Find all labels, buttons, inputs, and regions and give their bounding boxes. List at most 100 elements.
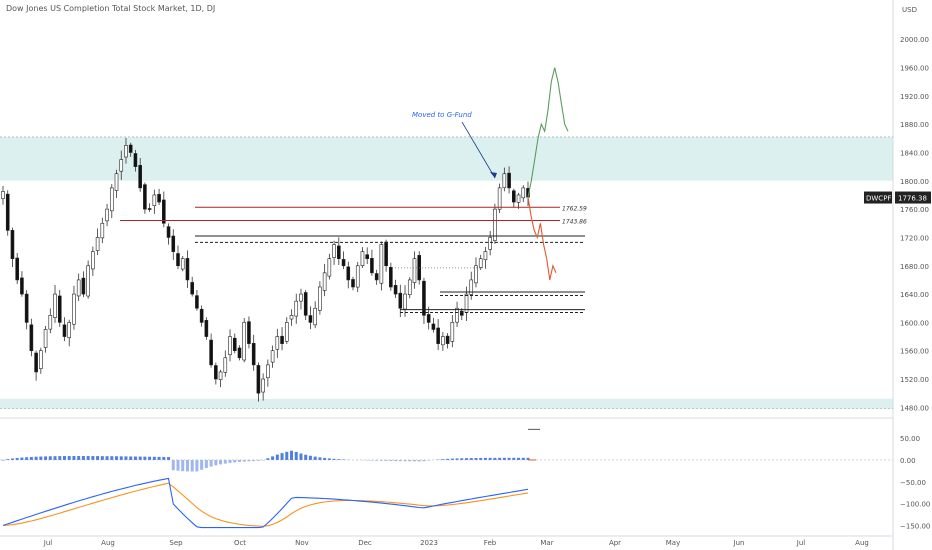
osc-histogram-bar: [204, 459, 208, 469]
osc-histogram-bar: [25, 457, 29, 460]
osc-histogram-bar: [379, 459, 383, 461]
candle-down: [143, 184, 147, 210]
candle-down: [34, 352, 38, 373]
candle-up: [289, 315, 294, 320]
candle-up: [228, 336, 232, 356]
candle-up: [48, 315, 53, 330]
osc-histogram-bar: [10, 458, 14, 460]
osc-histogram-bar: [162, 456, 166, 460]
candle-down: [341, 259, 346, 267]
candle-up: [322, 272, 327, 291]
candle-down: [195, 295, 199, 309]
candle-up: [91, 251, 95, 270]
osc-histogram-bar: [450, 458, 454, 460]
osc-histogram-bar: [294, 451, 298, 460]
chart-title: Dow Jones US Completion Total Stock Mark…: [6, 4, 216, 13]
candle-up: [502, 173, 507, 189]
osc-histogram-bar: [517, 457, 521, 460]
symbol-tag-bg: [864, 191, 892, 204]
candle-up: [1, 191, 5, 199]
osc-histogram-bar: [327, 458, 331, 460]
candle-up: [119, 159, 124, 172]
candle-down: [147, 208, 152, 210]
osc-histogram-bar: [247, 459, 251, 462]
candle-up: [242, 322, 247, 361]
price-tick-label: 1760.00: [900, 206, 929, 214]
candle-up: [360, 251, 365, 266]
osc-histogram-bar: [299, 453, 303, 460]
osc-histogram-bar: [337, 459, 341, 460]
osc-tick-label: −50.00: [900, 479, 926, 487]
candle-up: [86, 265, 90, 297]
candle-down: [190, 282, 194, 295]
time-tick-label: Aug: [101, 539, 115, 547]
candle-down: [280, 335, 284, 344]
osc-histogram-bar: [77, 456, 81, 460]
osc-histogram-bar: [100, 456, 104, 460]
callout-arrow: [461, 121, 496, 179]
candle-down: [57, 295, 62, 323]
osc-histogram-bar: [67, 456, 71, 460]
osc-histogram-bar: [479, 457, 483, 460]
osc-histogram-bar: [441, 459, 445, 460]
candle-down: [247, 321, 251, 344]
osc-histogram-bar: [171, 459, 175, 471]
osc-histogram-bar: [58, 456, 62, 460]
projection-bearish: [527, 197, 557, 281]
osc-histogram-bar: [34, 456, 38, 460]
candle-up: [313, 307, 317, 326]
candle-up: [105, 208, 109, 222]
price-tick-label: 1920.00: [900, 93, 929, 101]
candle-up: [43, 329, 48, 348]
candle-up: [275, 336, 280, 350]
candle-up: [67, 322, 72, 338]
osc-histogram-bar: [91, 456, 95, 460]
candle-up: [284, 322, 289, 342]
candle-up: [180, 258, 185, 270]
candle-down: [214, 365, 218, 380]
price-tick-label: 1480.00: [900, 404, 929, 412]
candle-up: [407, 279, 412, 295]
level-label: 1762.59: [562, 205, 587, 212]
candle-up: [327, 258, 332, 277]
osc-histogram-bar: [465, 458, 469, 460]
last-price-tag: 1776.38: [898, 195, 927, 203]
candle-down: [393, 285, 398, 295]
candle-down: [365, 254, 369, 259]
candle-up: [100, 222, 105, 239]
candle-up: [379, 244, 384, 284]
candle-down: [426, 314, 431, 323]
osc-macd-line: [2, 477, 529, 529]
candle-up: [53, 293, 57, 318]
candle-down: [303, 292, 308, 316]
osc-histogram-bar: [521, 457, 525, 460]
osc-histogram-bar: [460, 458, 464, 460]
candle-up: [266, 364, 270, 379]
osc-histogram-bar: [417, 459, 421, 462]
supply-zone: [0, 136, 893, 181]
candle-down: [62, 324, 67, 337]
osc-histogram-bar: [124, 456, 128, 460]
price-tick-label: 1800.00: [900, 178, 929, 186]
osc-histogram-bar: [304, 454, 308, 460]
candle-down: [162, 199, 166, 224]
candle-down: [308, 315, 313, 323]
candle-down: [176, 253, 180, 267]
price-tick-label: 1640.00: [900, 291, 929, 299]
candle-down: [337, 245, 341, 259]
osc-histogram-bar: [167, 457, 171, 460]
candle-down: [166, 226, 171, 238]
time-tick-label: May: [666, 539, 680, 547]
candle-down: [157, 194, 161, 203]
candle-down: [138, 165, 142, 189]
osc-histogram-bar: [280, 453, 284, 460]
osc-histogram-bar: [129, 456, 133, 460]
osc-histogram-bar: [62, 456, 66, 460]
candle-up: [441, 336, 445, 346]
candle-up: [474, 265, 478, 284]
osc-histogram-bar: [39, 456, 43, 460]
osc-histogram-bar: [119, 456, 123, 460]
candle-down: [251, 343, 256, 366]
candle-up: [516, 194, 521, 203]
